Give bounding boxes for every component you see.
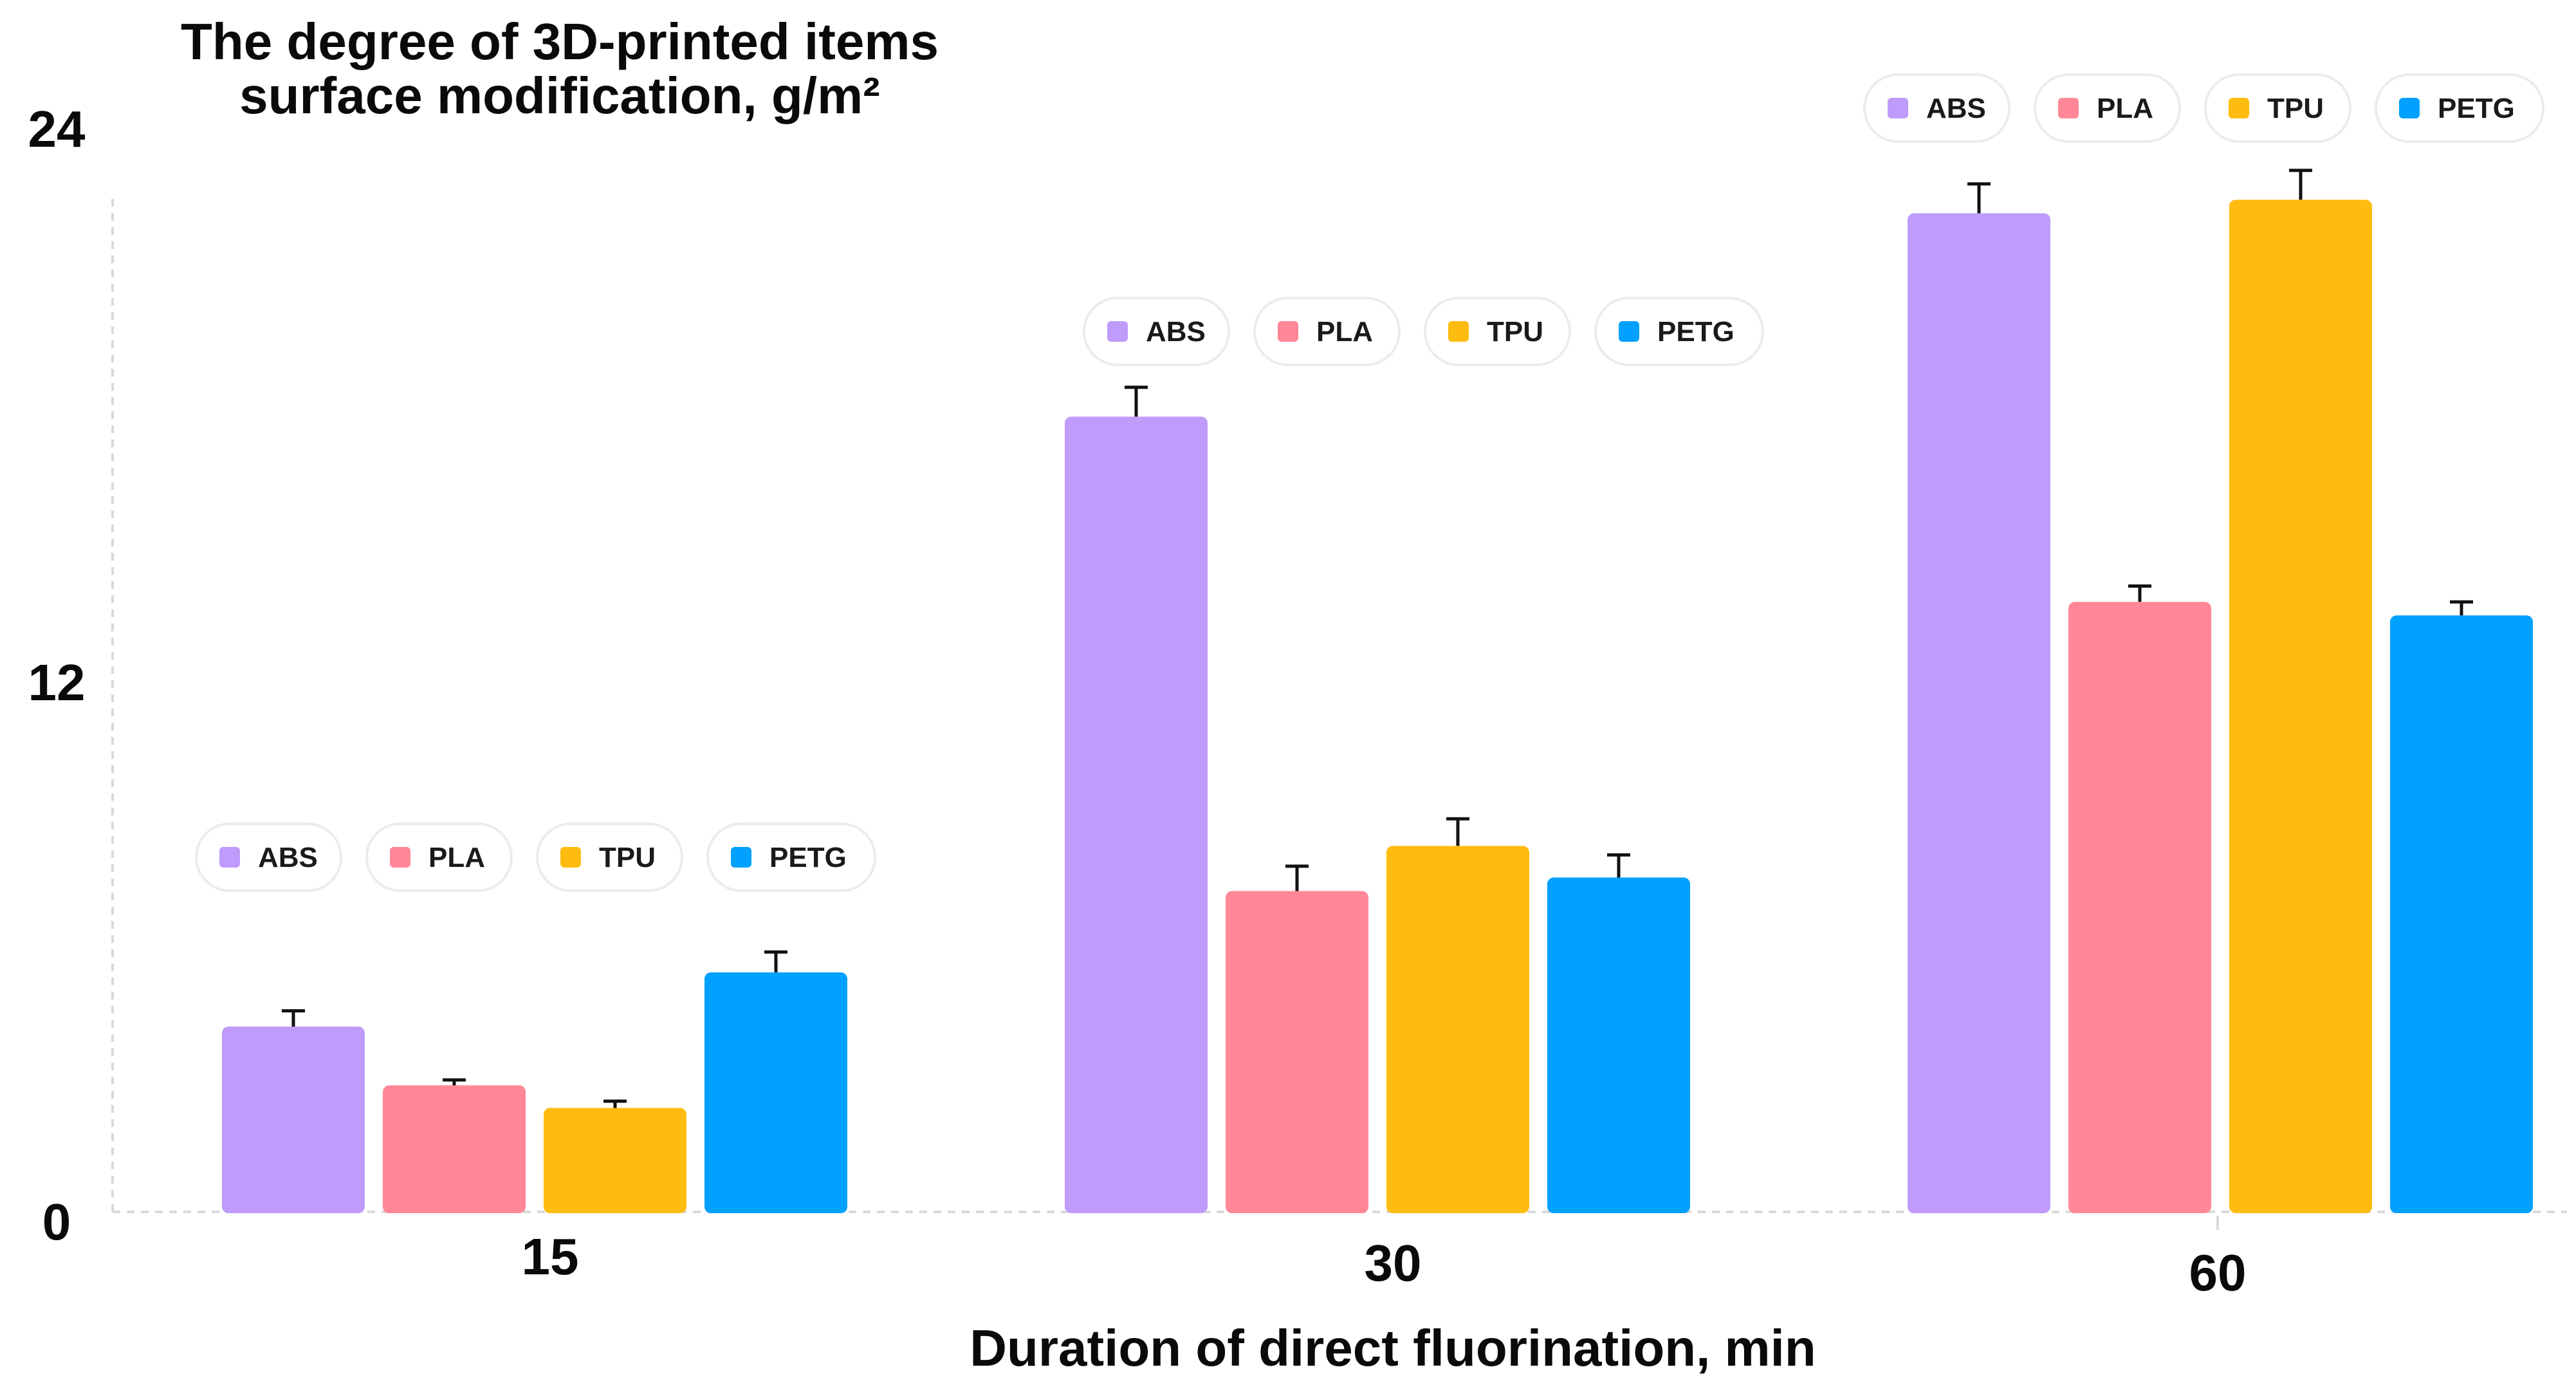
legend-item-petg: PETG <box>2375 73 2544 143</box>
bar-group-30: 30 <box>1065 386 1690 1292</box>
legend-swatch <box>560 847 581 868</box>
legend-swatch <box>1619 321 1639 342</box>
legend-label: TPU <box>2267 93 2324 124</box>
bar-abs-15 <box>222 1027 365 1213</box>
bar-tpu-15 <box>544 1108 686 1213</box>
legend-item-tpu: TPU <box>1424 297 1571 366</box>
y-tick-label: 12 <box>28 654 86 711</box>
legend-swatch <box>1448 321 1469 342</box>
legend-item-pla: PLA <box>2034 73 2181 143</box>
legend-swatch <box>1278 321 1298 342</box>
legend-swatch <box>390 847 410 868</box>
legend-label: ABS <box>258 842 318 873</box>
legends: ABS PLA TPU PETG ABS PLA TPU PETG ABS PLA TPU PETG <box>195 73 2544 892</box>
legend-label: PETG <box>2438 93 2515 124</box>
bar-pla-60 <box>2068 602 2211 1213</box>
legend-item-abs: ABS <box>1863 73 2010 143</box>
legend-item-tpu: TPU <box>2204 73 2351 143</box>
x-tick-label: 60 <box>2189 1244 2247 1301</box>
legend-swatch <box>2058 98 2079 118</box>
legend-item-abs: ABS <box>1083 297 1230 366</box>
chart-title-line-2: surface modification, g/m² <box>239 67 880 124</box>
legend-swatch <box>1107 321 1128 342</box>
legend-item-tpu: TPU <box>536 822 683 892</box>
legend-label: PLA <box>428 842 485 873</box>
legend-swatch <box>731 847 751 868</box>
legend-swatch <box>1888 98 1908 118</box>
bar-group-15: 15 <box>222 950 847 1285</box>
x-tick-label: 30 <box>1365 1234 1422 1292</box>
y-tick-label: 24 <box>28 100 86 158</box>
legend-swatch <box>2399 98 2420 118</box>
legend-label: TPU <box>599 842 656 873</box>
y-tick-label: 0 <box>42 1193 71 1250</box>
legend-label: TPU <box>1487 316 1543 348</box>
legend-item-pla: PLA <box>365 822 513 892</box>
legend-30: ABS PLA TPU PETG <box>1083 297 1764 366</box>
bar-petg-30 <box>1547 877 1690 1213</box>
legend-item-petg: PETG <box>1594 297 1764 366</box>
bar-group-60: 60 <box>1908 169 2533 1301</box>
bar-pla-30 <box>1226 891 1368 1213</box>
x-axis-label: Duration of direct fluorination, min <box>970 1319 1816 1377</box>
bar-tpu-30 <box>1386 846 1529 1213</box>
bar-abs-30 <box>1065 416 1208 1214</box>
chart-title-line-1: The degree of 3D-printed items <box>181 13 939 70</box>
bars: 15 30 60 <box>222 169 2533 1301</box>
legend-label: PETG <box>769 842 847 873</box>
legend-swatch <box>2229 98 2249 118</box>
legend-15: ABS PLA TPU PETG <box>195 822 876 892</box>
legend-label: ABS <box>1146 316 1206 348</box>
bar-petg-15 <box>704 972 847 1213</box>
legend-swatch <box>219 847 240 868</box>
legend-label: PLA <box>1316 316 1373 348</box>
bar-pla-15 <box>383 1085 526 1213</box>
legend-item-petg: PETG <box>706 822 876 892</box>
legend-60: ABS PLA TPU PETG <box>1863 73 2544 143</box>
bar-abs-60 <box>1908 213 2050 1213</box>
legend-label: ABS <box>1926 93 1986 124</box>
legend-label: PETG <box>1657 316 1734 348</box>
legend-label: PLA <box>2097 93 2153 124</box>
bar-tpu-60 <box>2229 200 2372 1213</box>
legend-item-pla: PLA <box>1253 297 1401 366</box>
x-tick-label: 15 <box>522 1228 579 1285</box>
legend-item-abs: ABS <box>195 822 342 892</box>
bar-petg-60 <box>2390 615 2533 1213</box>
